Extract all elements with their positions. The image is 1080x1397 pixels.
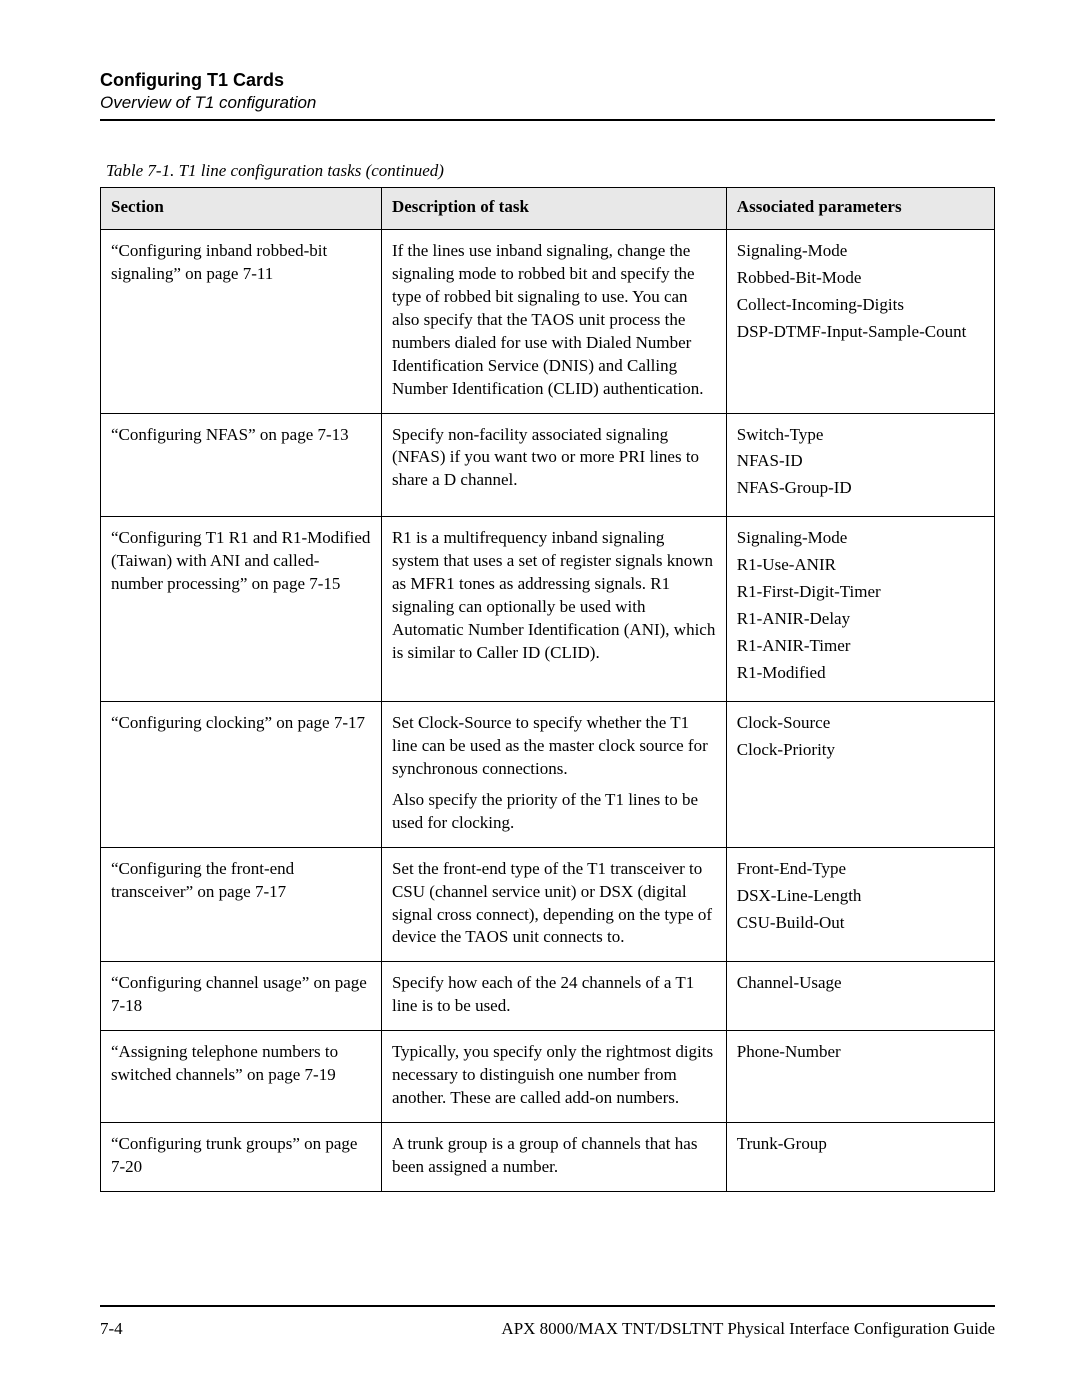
- cell-params: Phone-Number: [726, 1031, 994, 1123]
- cell-description: R1 is a multifrequency inband signaling …: [381, 517, 726, 702]
- parameter-name: DSX-Line-Length: [737, 885, 984, 908]
- cell-params: Switch-Type NFAS-ID NFAS-Group-ID: [726, 413, 994, 517]
- parameter-name: Phone-Number: [737, 1041, 984, 1064]
- table-row: “Configuring trunk groups” on page 7-20A…: [101, 1123, 995, 1192]
- cell-section: “Configuring the front-end transceiver” …: [101, 847, 382, 962]
- cell-description: If the lines use inband signaling, chang…: [381, 229, 726, 413]
- parameter-name: Collect-Incoming-Digits: [737, 294, 984, 317]
- header-subtitle: Overview of T1 configuration: [100, 93, 995, 113]
- cell-description: Set the front-end type of the T1 transce…: [381, 847, 726, 962]
- document-page: Configuring T1 Cards Overview of T1 conf…: [0, 0, 1080, 1397]
- table-row: “Configuring clocking” on page 7-17Set C…: [101, 701, 995, 847]
- table-row: “Assigning telephone numbers to switched…: [101, 1031, 995, 1123]
- parameter-name: Switch-Type: [737, 424, 984, 447]
- cell-section: “Configuring clocking” on page 7-17: [101, 701, 382, 847]
- table-row: “Configuring inband robbed-bit signaling…: [101, 229, 995, 413]
- cell-params: Channel-Usage: [726, 962, 994, 1031]
- page-header: Configuring T1 Cards Overview of T1 conf…: [100, 70, 995, 121]
- description-paragraph: Specify non-facility associated signalin…: [392, 424, 716, 493]
- parameter-name: Channel-Usage: [737, 972, 984, 995]
- col-header-params: Associated parameters: [726, 188, 994, 230]
- config-table: Section Description of task Associated p…: [100, 187, 995, 1192]
- col-header-description: Description of task: [381, 188, 726, 230]
- parameter-name: NFAS-ID: [737, 450, 984, 473]
- description-paragraph: Set Clock-Source to specify whether the …: [392, 712, 716, 781]
- table-caption: Table 7-1. T1 line configuration tasks (…: [106, 161, 995, 181]
- cell-section: “Configuring T1 R1 and R1-Modified (Taiw…: [101, 517, 382, 702]
- description-paragraph: Also specify the priority of the T1 line…: [392, 789, 716, 835]
- parameter-name: NFAS-Group-ID: [737, 477, 984, 500]
- description-paragraph: Specify how each of the 24 channels of a…: [392, 972, 716, 1018]
- parameter-name: Robbed-Bit-Mode: [737, 267, 984, 290]
- parameter-name: Front-End-Type: [737, 858, 984, 881]
- cell-section: “Configuring trunk groups” on page 7-20: [101, 1123, 382, 1192]
- parameter-name: CSU-Build-Out: [737, 912, 984, 935]
- description-paragraph: A trunk group is a group of channels tha…: [392, 1133, 716, 1179]
- parameter-name: R1-Use-ANIR: [737, 554, 984, 577]
- parameter-name: Trunk-Group: [737, 1133, 984, 1156]
- cell-params: Front-End-Type DSX-Line-Length CSU-Build-O…: [726, 847, 994, 962]
- cell-description: Set Clock-Source to specify whether the …: [381, 701, 726, 847]
- cell-params: Trunk-Group: [726, 1123, 994, 1192]
- cell-description: Specify non-facility associated signalin…: [381, 413, 726, 517]
- header-title: Configuring T1 Cards: [100, 70, 995, 91]
- parameter-name: Signaling-Mode: [737, 240, 984, 263]
- footer-page-number: 7-4: [100, 1319, 123, 1339]
- description-paragraph: Typically, you specify only the rightmos…: [392, 1041, 716, 1110]
- cell-section: “Configuring channel usage” on page 7-18: [101, 962, 382, 1031]
- table-row: “Configuring NFAS” on page 7-13Specify n…: [101, 413, 995, 517]
- cell-section: “Configuring inband robbed-bit signaling…: [101, 229, 382, 413]
- table-row: “Configuring T1 R1 and R1-Modified (Taiw…: [101, 517, 995, 702]
- description-paragraph: Set the front-end type of the T1 transce…: [392, 858, 716, 950]
- parameter-name: R1-ANIR-Delay: [737, 608, 984, 631]
- header-rule: [100, 119, 995, 121]
- table-row: “Configuring the front-end transceiver” …: [101, 847, 995, 962]
- col-header-section: Section: [101, 188, 382, 230]
- cell-description: A trunk group is a group of channels tha…: [381, 1123, 726, 1192]
- parameter-name: Clock-Priority: [737, 739, 984, 762]
- parameter-name: R1-First-Digit-Timer: [737, 581, 984, 604]
- parameter-name: R1-ANIR-Timer: [737, 635, 984, 658]
- footer-rule: [100, 1305, 995, 1307]
- cell-params: Signaling-Mode R1-Use-ANIR R1-First-Digit-…: [726, 517, 994, 702]
- parameter-name: Clock-Source: [737, 712, 984, 735]
- table-row: “Configuring channel usage” on page 7-18…: [101, 962, 995, 1031]
- cell-params: Clock-Source Clock-Priority: [726, 701, 994, 847]
- page-footer: 7-4 APX 8000/MAX TNT/DSLTNT Physical Int…: [100, 1305, 995, 1339]
- cell-section: “Configuring NFAS” on page 7-13: [101, 413, 382, 517]
- cell-section: “Assigning telephone numbers to switched…: [101, 1031, 382, 1123]
- parameter-name: R1-Modified: [737, 662, 984, 685]
- description-paragraph: R1 is a multifrequency inband signaling …: [392, 527, 716, 665]
- table-header-row: Section Description of task Associated p…: [101, 188, 995, 230]
- cell-params: Signaling-Mode Robbed-Bit-Mode Collect-Inc…: [726, 229, 994, 413]
- table-body: “Configuring inband robbed-bit signaling…: [101, 229, 995, 1191]
- parameter-name: Signaling-Mode: [737, 527, 984, 550]
- cell-description: Specify how each of the 24 channels of a…: [381, 962, 726, 1031]
- cell-description: Typically, you specify only the rightmos…: [381, 1031, 726, 1123]
- description-paragraph: If the lines use inband signaling, chang…: [392, 240, 716, 401]
- footer-doc-title: APX 8000/MAX TNT/DSLTNT Physical Interfa…: [501, 1319, 995, 1339]
- parameter-name: DSP-DTMF-Input-Sample-Count: [737, 321, 984, 344]
